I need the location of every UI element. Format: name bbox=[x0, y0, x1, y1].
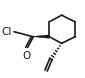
Polygon shape bbox=[32, 35, 49, 38]
Text: Cl: Cl bbox=[2, 27, 12, 37]
Text: O: O bbox=[23, 51, 31, 61]
